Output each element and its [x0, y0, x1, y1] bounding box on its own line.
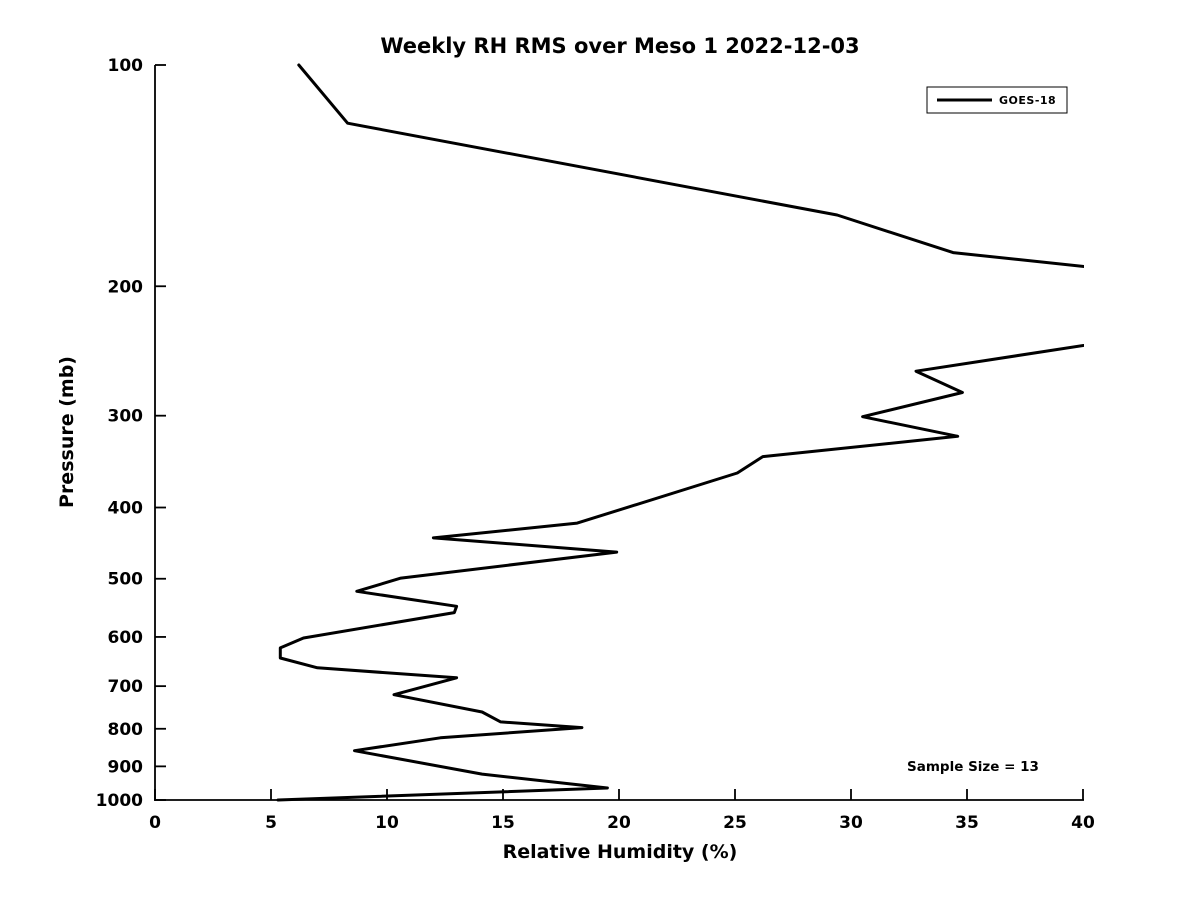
chart-title: Weekly RH RMS over Meso 1 2022-12-03	[380, 34, 859, 58]
x-axis-label: Relative Humidity (%)	[503, 841, 738, 863]
y-tick-label: 800	[108, 720, 144, 740]
x-tick-label: 30	[839, 813, 863, 833]
series-line-goes-18	[276, 63, 1084, 802]
y-tick-label: 700	[108, 677, 144, 697]
sample-size-annotation: Sample Size = 13	[907, 759, 1039, 775]
legend-label: GOES-18	[999, 94, 1056, 107]
y-tick-label: 900	[108, 757, 144, 777]
y-tick-label: 300	[108, 407, 144, 427]
x-tick-label: 0	[149, 813, 161, 833]
legend: GOES-18	[926, 86, 1068, 114]
x-tick-label: 10	[375, 813, 399, 833]
y-tick-label: 100	[108, 56, 144, 76]
y-tick-label: 400	[108, 499, 144, 519]
y-tick-label: 200	[108, 277, 144, 297]
y-tick-label: 500	[108, 570, 144, 590]
y-tick-label: 600	[108, 628, 144, 648]
x-tick-label: 15	[491, 813, 515, 833]
x-tick-label: 5	[265, 813, 277, 833]
x-tick-label: 25	[723, 813, 747, 833]
data-series	[276, 63, 1084, 802]
x-tick-label: 40	[1071, 813, 1095, 833]
x-axis-ticks: 0 5 10 15 20 25 30 35 40	[149, 789, 1095, 833]
y-axis-label: Pressure (mb)	[56, 356, 78, 508]
x-tick-label: 20	[607, 813, 631, 833]
x-tick-label: 35	[955, 813, 979, 833]
y-tick-label: 1000	[96, 791, 143, 811]
y-axis-ticks: 100 200 300 400 500 600 700 800 900 1000	[96, 56, 166, 811]
